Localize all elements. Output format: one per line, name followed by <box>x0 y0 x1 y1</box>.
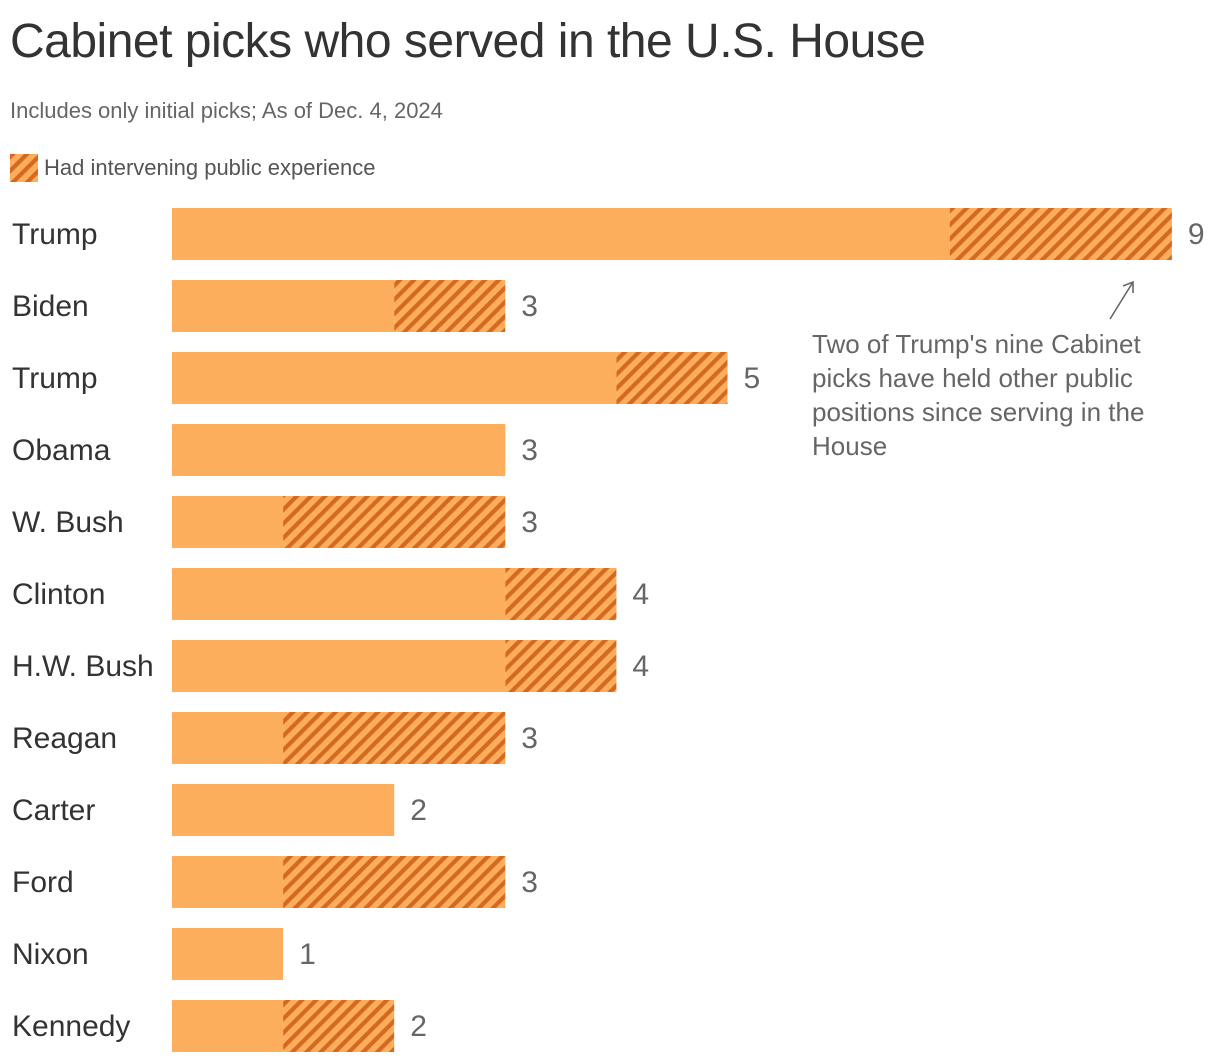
value-label: 3 <box>521 866 538 899</box>
bar-segment-solid <box>172 784 395 836</box>
category-label: H.W. Bush <box>12 650 154 683</box>
value-label: 3 <box>521 434 538 467</box>
chart-title: Cabinet picks who served in the U.S. Hou… <box>10 15 926 68</box>
bar-segment-solid <box>172 280 395 332</box>
value-label: 2 <box>410 794 427 827</box>
value-label: 3 <box>521 722 538 755</box>
value-label: 2 <box>410 1010 427 1043</box>
category-label: Biden <box>12 290 89 323</box>
value-label: 4 <box>632 650 649 683</box>
value-label: 3 <box>521 506 538 539</box>
bar-segment-hatched <box>505 640 617 692</box>
bar-segment-solid <box>172 496 284 548</box>
value-label: 3 <box>521 290 538 323</box>
bar-segment-solid <box>172 424 506 476</box>
category-label: Kennedy <box>12 1010 130 1043</box>
bar-segment-solid <box>172 208 950 260</box>
value-label: 1 <box>299 938 316 971</box>
bar-segment-solid <box>172 640 506 692</box>
category-label: Obama <box>12 434 111 467</box>
bar-segment-solid <box>172 712 284 764</box>
value-label: 4 <box>632 578 649 611</box>
legend: Had intervening public experience <box>10 154 375 182</box>
bar-segment-hatched <box>283 856 506 908</box>
bar-segment-hatched <box>283 1000 395 1052</box>
category-label: Ford <box>12 866 74 899</box>
category-label: Trump <box>12 362 98 395</box>
bar-segment-solid <box>172 928 284 980</box>
category-label: Trump <box>12 218 98 251</box>
bar-chart: Trump 9 Biden 3 Trump 5 Obama 3 W. Bush 3 Clinton 4… <box>12 208 1205 1052</box>
bar-segment-hatched <box>283 496 506 548</box>
bar-segment-hatched <box>283 712 506 764</box>
bar-segment-hatched <box>616 352 728 404</box>
legend-label: Had intervening public experience <box>44 155 376 180</box>
bar-segment-hatched <box>394 280 506 332</box>
category-label: Carter <box>12 794 95 827</box>
category-label: Nixon <box>12 938 89 971</box>
legend-hatch-swatch <box>10 154 38 182</box>
category-label: Reagan <box>12 722 117 755</box>
chart-subtitle: Includes only initial picks; As of Dec. … <box>10 98 443 123</box>
value-label: 9 <box>1188 218 1205 251</box>
value-label: 5 <box>744 362 761 395</box>
bar-segment-solid <box>172 568 506 620</box>
category-label: W. Bush <box>12 506 124 539</box>
bar-segment-solid <box>172 1000 284 1052</box>
annotation-text: Two of Trump's nine Cabinet picks have h… <box>812 329 1145 461</box>
bar-segment-solid <box>172 352 617 404</box>
category-label: Clinton <box>12 578 105 611</box>
bar-segment-solid <box>172 856 284 908</box>
bar-segment-hatched <box>505 568 617 620</box>
bar-segment-hatched <box>949 208 1172 260</box>
